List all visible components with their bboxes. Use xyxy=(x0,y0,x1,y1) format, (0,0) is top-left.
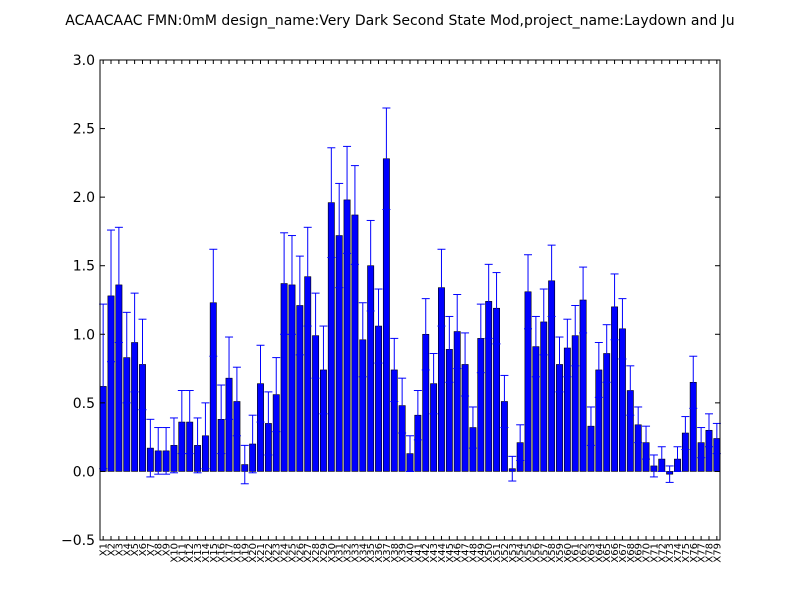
x-tick-label: X71 xyxy=(649,543,660,563)
x-tick-label: X17 xyxy=(225,543,236,563)
x-tick-label: X52 xyxy=(500,543,511,563)
x-tick-label: X67 xyxy=(618,543,629,563)
y-tick-label: 1.0 xyxy=(73,327,95,343)
x-tick-label: X36 xyxy=(374,543,385,563)
x-tick-label: X49 xyxy=(476,543,487,563)
y-tick-label: 2.5 xyxy=(73,122,95,138)
x-tick-label: X57 xyxy=(539,543,550,563)
x-tick-label: X45 xyxy=(445,543,456,563)
x-tick-label: X69 xyxy=(634,543,645,563)
x-tick-label: X38 xyxy=(390,543,401,563)
x-tick-label: X40 xyxy=(406,543,417,563)
x-tick-label: X43 xyxy=(429,543,440,563)
x-tick-label: X47 xyxy=(461,543,472,563)
y-tick-label: −0.5 xyxy=(61,533,95,549)
x-tick-label: X4 xyxy=(122,543,133,556)
x-tick-label: X9 xyxy=(162,543,173,556)
x-tick-label: X7 xyxy=(146,543,157,556)
x-tick-label: X5 xyxy=(130,543,141,556)
x-tick-label: X76 xyxy=(689,543,700,563)
x-tick-label: X14 xyxy=(201,543,212,563)
x-tick-label: X32 xyxy=(343,543,354,563)
x-tick-label: X41 xyxy=(413,543,424,563)
x-tick-label: X21 xyxy=(256,543,267,563)
x-tick-label: X34 xyxy=(358,543,369,563)
x-tick-label: X28 xyxy=(311,543,322,563)
x-tick-label: X66 xyxy=(610,543,621,563)
y-tick-label: 1.5 xyxy=(73,259,95,275)
x-tick-label: X50 xyxy=(484,543,495,563)
x-tick-label: X74 xyxy=(673,543,684,563)
x-tick-label: X29 xyxy=(319,543,330,563)
bars-group xyxy=(99,158,721,475)
x-tick-label: X10 xyxy=(169,543,180,563)
x-tick-label: X59 xyxy=(555,543,566,563)
x-tick-label: X1 xyxy=(99,543,110,556)
x-tick-label: X64 xyxy=(594,543,605,563)
y-tick-label: 3.0 xyxy=(73,53,95,69)
y-tick-label: 0.0 xyxy=(73,464,95,480)
x-tick-label: X37 xyxy=(382,543,393,563)
x-tick-label: X60 xyxy=(563,543,574,563)
x-tick-label: X79 xyxy=(712,543,723,563)
x-tick-label: X33 xyxy=(350,543,361,563)
x-tick-label: X61 xyxy=(571,543,582,563)
x-tick-label: X24 xyxy=(280,543,291,563)
x-tick-label: X8 xyxy=(154,543,165,556)
chart-title: ACAACAAC FMN:0mM design_name:Very Dark S… xyxy=(65,13,734,29)
x-tick-label: X65 xyxy=(602,543,613,563)
y-tick-label: 0.5 xyxy=(73,396,95,412)
x-tick-label: X19 xyxy=(240,543,251,563)
x-tick-label: X25 xyxy=(287,543,298,563)
x-tick-label: X39 xyxy=(398,543,409,563)
x-tick-label: X18 xyxy=(232,543,243,563)
x-tick-label: X30 xyxy=(327,543,338,563)
x-tick-label: X11 xyxy=(177,543,188,563)
x-tick-label: X27 xyxy=(303,543,314,563)
x-tick-label: X73 xyxy=(665,543,676,563)
x-tick-label: X54 xyxy=(516,543,527,563)
x-tick-label: X26 xyxy=(295,543,306,563)
x-tick-label: X31 xyxy=(335,543,346,563)
x-tick-label: X46 xyxy=(453,543,464,563)
x-tick-label: X58 xyxy=(547,543,558,563)
x-tick-label: X77 xyxy=(697,543,708,563)
x-tick-label: X16 xyxy=(217,543,228,563)
x-tick-label: X23 xyxy=(272,543,283,563)
x-tick-label: X51 xyxy=(492,543,503,563)
x-tick-label: X42 xyxy=(421,543,432,563)
x-tick-label: X12 xyxy=(185,543,196,563)
x-tick-label: X53 xyxy=(508,543,519,563)
x-tick-label: X78 xyxy=(704,543,715,563)
error-bars-group xyxy=(99,107,721,485)
y-tick-label: 2.0 xyxy=(73,190,95,206)
x-tick-label: X68 xyxy=(626,543,637,563)
x-tick-label: X15 xyxy=(209,543,220,563)
x-tick-label: X20 xyxy=(248,543,259,563)
x-tick-label: X48 xyxy=(468,543,479,563)
x-tick-label: X3 xyxy=(114,543,125,556)
x-tick-label: X6 xyxy=(138,543,149,556)
x-tick-label: X22 xyxy=(264,543,275,563)
x-axis: X1X2X3X4X5X6X7X8X9X10X11X12X13X14X15X16X… xyxy=(99,60,723,563)
x-tick-label: X62 xyxy=(579,543,590,563)
x-tick-label: X2 xyxy=(107,543,118,556)
x-tick-label: X75 xyxy=(681,543,692,563)
x-tick-label: X72 xyxy=(657,543,668,563)
x-tick-label: X55 xyxy=(524,543,535,563)
x-tick-label: X56 xyxy=(531,543,542,563)
x-tick-label: X13 xyxy=(193,543,204,563)
y-axis: −0.5 0.0 0.5 1.0 1.5 2.0 2.5 3.0 xyxy=(61,53,720,549)
x-tick-label: X63 xyxy=(586,543,597,563)
x-tick-label: X70 xyxy=(642,543,653,563)
x-tick-label: X44 xyxy=(437,543,448,563)
x-tick-label: X35 xyxy=(366,543,377,563)
